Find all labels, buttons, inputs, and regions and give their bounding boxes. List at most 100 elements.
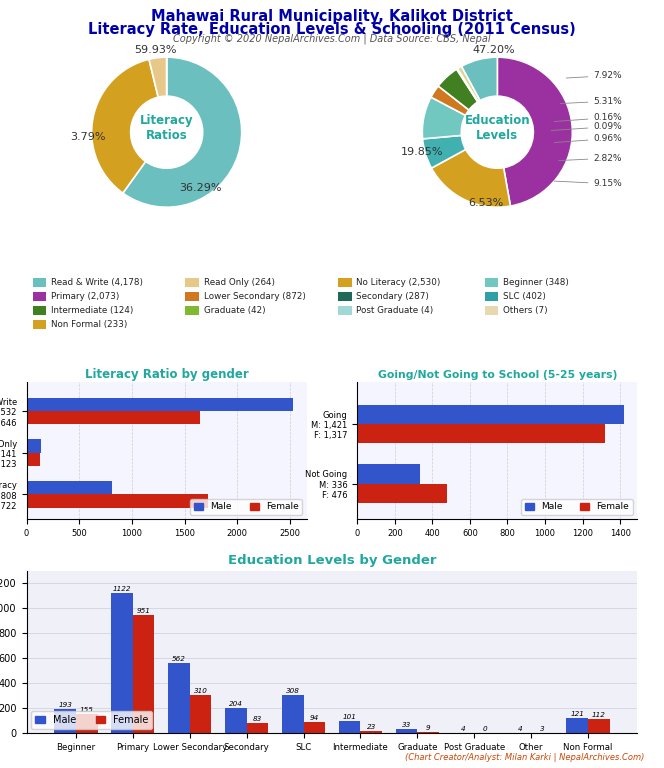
Text: 83: 83 xyxy=(253,716,262,722)
Text: 7.92%: 7.92% xyxy=(566,71,622,80)
Text: Mahawai Rural Municipality, Kalikot District: Mahawai Rural Municipality, Kalikot Dist… xyxy=(151,9,513,25)
FancyBboxPatch shape xyxy=(185,293,199,301)
Wedge shape xyxy=(457,68,478,101)
Title: Education Levels by Gender: Education Levels by Gender xyxy=(228,554,436,567)
Text: 308: 308 xyxy=(286,688,299,694)
Bar xyxy=(361,730,382,733)
Text: 121: 121 xyxy=(570,711,584,717)
Text: 9: 9 xyxy=(426,725,430,731)
Bar xyxy=(339,721,361,733)
Text: 1122: 1122 xyxy=(113,586,131,592)
Wedge shape xyxy=(438,69,478,110)
Bar xyxy=(54,710,76,733)
Text: Secondary (287): Secondary (287) xyxy=(357,292,430,301)
Text: Beginner (348): Beginner (348) xyxy=(503,278,569,287)
Text: Primary (2,073): Primary (2,073) xyxy=(51,292,120,301)
Wedge shape xyxy=(457,66,480,101)
Text: 19.85%: 19.85% xyxy=(401,147,444,157)
Text: 47.20%: 47.20% xyxy=(472,45,515,55)
Wedge shape xyxy=(497,57,572,206)
Bar xyxy=(27,495,208,508)
Bar xyxy=(282,695,303,733)
Text: 9.15%: 9.15% xyxy=(554,179,622,188)
Wedge shape xyxy=(149,57,167,98)
Text: 101: 101 xyxy=(343,713,357,720)
Bar xyxy=(133,614,155,733)
Text: Intermediate (124): Intermediate (124) xyxy=(51,306,133,315)
Text: Read Only (264): Read Only (264) xyxy=(204,278,275,287)
FancyBboxPatch shape xyxy=(485,306,498,315)
Bar xyxy=(27,439,41,453)
Wedge shape xyxy=(92,59,158,193)
FancyBboxPatch shape xyxy=(33,320,46,329)
Text: Post Graduate (4): Post Graduate (4) xyxy=(357,306,434,315)
Text: 33: 33 xyxy=(402,723,411,728)
Bar xyxy=(112,593,133,733)
FancyBboxPatch shape xyxy=(338,306,351,315)
Text: 6.53%: 6.53% xyxy=(468,197,504,207)
FancyBboxPatch shape xyxy=(33,279,46,287)
Bar xyxy=(27,398,293,411)
Text: Non Formal (233): Non Formal (233) xyxy=(51,319,127,329)
Bar xyxy=(357,484,447,503)
Text: 310: 310 xyxy=(194,687,207,694)
Text: Others (7): Others (7) xyxy=(503,306,548,315)
Text: No Literacy (2,530): No Literacy (2,530) xyxy=(357,278,441,287)
Bar xyxy=(303,722,325,733)
Text: 59.93%: 59.93% xyxy=(134,45,177,55)
Text: 0: 0 xyxy=(483,727,487,733)
Bar xyxy=(168,663,190,733)
Wedge shape xyxy=(422,97,465,139)
FancyBboxPatch shape xyxy=(33,293,46,301)
Legend: Male, Female: Male, Female xyxy=(521,498,633,515)
Text: 4: 4 xyxy=(518,726,523,732)
Text: 3.79%: 3.79% xyxy=(70,131,106,142)
Bar xyxy=(27,411,200,425)
Text: 562: 562 xyxy=(172,656,186,662)
Wedge shape xyxy=(431,86,469,115)
Text: 0.16%: 0.16% xyxy=(554,113,622,122)
Text: 193: 193 xyxy=(58,702,72,708)
FancyBboxPatch shape xyxy=(485,293,498,301)
Text: 112: 112 xyxy=(592,713,606,718)
Bar xyxy=(27,481,112,495)
Bar xyxy=(396,730,418,733)
Bar xyxy=(76,714,98,733)
Text: 4: 4 xyxy=(461,726,465,732)
Text: 3: 3 xyxy=(540,726,544,732)
Text: 0.09%: 0.09% xyxy=(551,122,622,131)
Legend: Male, Female: Male, Female xyxy=(31,711,152,729)
Bar xyxy=(357,465,420,484)
FancyBboxPatch shape xyxy=(338,293,351,301)
Bar xyxy=(225,708,246,733)
Text: Lower Secondary (872): Lower Secondary (872) xyxy=(204,292,305,301)
FancyBboxPatch shape xyxy=(338,279,351,287)
Legend: Male, Female: Male, Female xyxy=(191,498,302,515)
Wedge shape xyxy=(432,150,511,207)
Wedge shape xyxy=(422,135,465,168)
Text: 204: 204 xyxy=(229,701,243,707)
Title: Going/Not Going to School (5-25 years): Going/Not Going to School (5-25 years) xyxy=(378,369,617,379)
Wedge shape xyxy=(457,69,478,102)
Title: Literacy Ratio by gender: Literacy Ratio by gender xyxy=(85,368,248,381)
Wedge shape xyxy=(461,57,497,101)
Bar xyxy=(566,718,588,733)
Text: Literacy Rate, Education Levels & Schooling (2011 Census): Literacy Rate, Education Levels & School… xyxy=(88,22,576,37)
Bar xyxy=(246,723,268,733)
Bar xyxy=(588,720,610,733)
Text: Graduate (42): Graduate (42) xyxy=(204,306,266,315)
Bar xyxy=(357,405,624,424)
Text: (Chart Creator/Analyst: Milan Karki | NepalArchives.Com): (Chart Creator/Analyst: Milan Karki | Ne… xyxy=(404,753,644,762)
Text: 5.31%: 5.31% xyxy=(560,97,622,106)
Wedge shape xyxy=(123,57,242,207)
FancyBboxPatch shape xyxy=(33,306,46,315)
Text: SLC (402): SLC (402) xyxy=(503,292,546,301)
Text: Copyright © 2020 NepalArchives.Com | Data Source: CBS, Nepal: Copyright © 2020 NepalArchives.Com | Dat… xyxy=(173,34,491,45)
Text: Education
Levels: Education Levels xyxy=(465,114,530,142)
Bar xyxy=(357,424,604,443)
Text: 951: 951 xyxy=(137,607,151,614)
FancyBboxPatch shape xyxy=(185,279,199,287)
Text: 94: 94 xyxy=(309,715,319,720)
FancyBboxPatch shape xyxy=(485,279,498,287)
FancyBboxPatch shape xyxy=(185,306,199,315)
